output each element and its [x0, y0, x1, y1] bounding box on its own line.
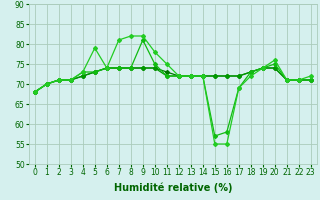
X-axis label: Humidité relative (%): Humidité relative (%): [114, 183, 232, 193]
